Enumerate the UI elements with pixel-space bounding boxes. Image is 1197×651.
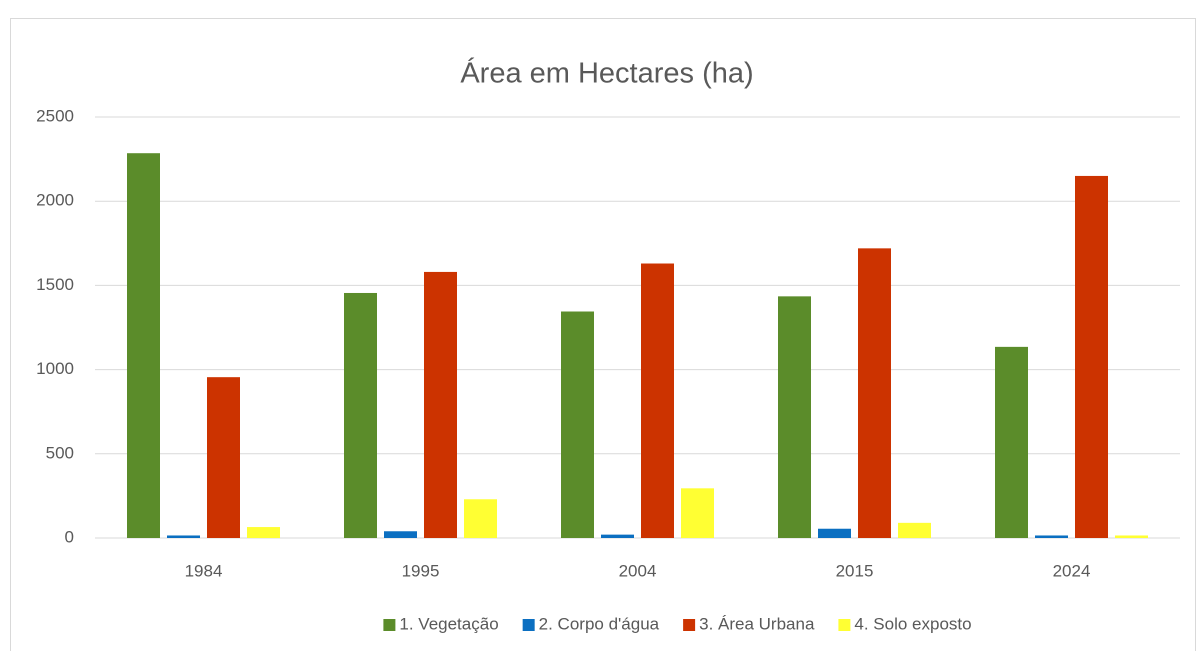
legend-swatch — [383, 619, 396, 631]
bar — [1115, 535, 1148, 538]
bar — [561, 311, 594, 538]
bar — [424, 271, 457, 538]
bar — [1075, 175, 1108, 538]
legend-swatch — [522, 619, 535, 631]
bar — [207, 377, 240, 538]
bar — [167, 535, 200, 538]
bar — [898, 522, 931, 538]
y-tick-label: 1000 — [36, 359, 74, 378]
legend-label: 3. Área Urbana — [699, 614, 815, 633]
bar — [127, 153, 160, 538]
y-tick-label: 0 — [65, 527, 74, 546]
chart-title: Área em Hectares (ha) — [460, 57, 753, 90]
legend-label: 4. Solo exposto — [854, 614, 971, 633]
legend-swatch — [838, 619, 851, 631]
bar — [818, 528, 851, 538]
bar — [858, 248, 891, 539]
bar — [995, 346, 1028, 538]
bar — [464, 499, 497, 538]
bar — [601, 534, 634, 538]
x-tick-label: 2004 — [619, 561, 657, 580]
x-tick-label: 2024 — [1053, 561, 1091, 580]
bar — [1035, 535, 1068, 538]
legend-label: 1. Vegetação — [399, 614, 498, 633]
bar — [681, 488, 714, 538]
bar — [247, 527, 280, 538]
legend-label: 2. Corpo d'água — [539, 614, 660, 633]
x-tick-label: 1984 — [185, 561, 223, 580]
x-tick-label: 1995 — [402, 561, 440, 580]
x-tick-label: 2015 — [836, 561, 874, 580]
y-tick-label: 500 — [46, 443, 74, 462]
y-tick-label: 1500 — [36, 275, 74, 294]
y-tick-label: 2500 — [36, 106, 74, 125]
bar — [344, 292, 377, 538]
legend-swatch — [683, 619, 696, 631]
bar — [641, 263, 674, 538]
bar — [384, 531, 417, 538]
bar — [778, 296, 811, 538]
y-tick-label: 2000 — [36, 191, 74, 210]
chart-border — [10, 18, 1196, 651]
